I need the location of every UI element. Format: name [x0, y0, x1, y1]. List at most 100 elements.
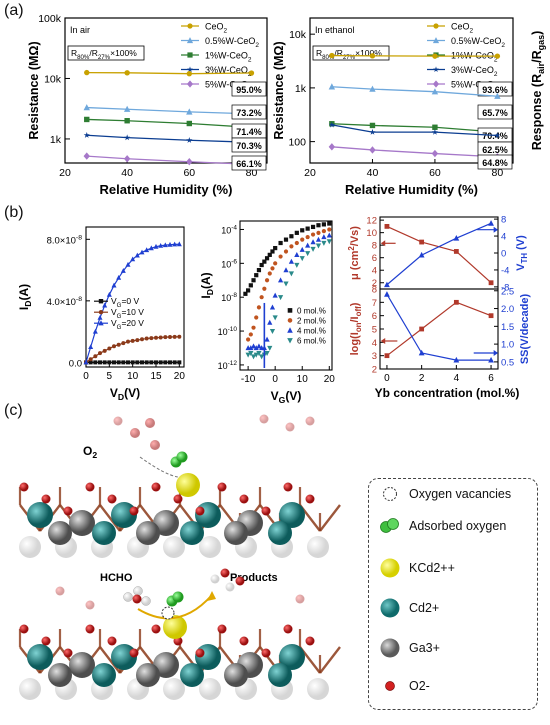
adsorbed-oxygen	[172, 591, 184, 603]
data-point	[273, 245, 278, 251]
cd-atom	[268, 663, 292, 687]
data-point	[168, 360, 172, 365]
legend-label: CeO2	[451, 22, 474, 35]
y-tick-label-right: 4	[501, 232, 506, 243]
series-line	[86, 71, 252, 75]
data-point	[256, 350, 262, 356]
hcho-atom	[133, 586, 143, 596]
data-point	[254, 273, 259, 278]
y-axis-label: Resistance (MΩ)	[272, 41, 286, 139]
y-tick-label: 1k	[50, 134, 62, 146]
data-point	[283, 237, 289, 242]
plot-frame	[85, 226, 185, 368]
data-point	[269, 328, 276, 334]
legend-label: 2 mol.%	[297, 316, 326, 325]
data-point-mu	[488, 280, 494, 286]
y-tick-label-left: 4	[372, 266, 377, 277]
legend-marker	[187, 66, 193, 72]
x-axis-label: Relative Humidity (%)	[345, 182, 478, 197]
legend-adsorbed-oxygen: Adsorbed oxygen	[379, 517, 506, 535]
data-point	[130, 360, 135, 365]
vacancy-icon	[383, 487, 397, 501]
data-point	[294, 230, 299, 235]
data-point	[299, 256, 305, 262]
y-tick-label-right: 2.0	[501, 304, 514, 315]
data-point-ss	[488, 356, 494, 363]
data-point	[186, 70, 193, 77]
data-point	[88, 344, 94, 349]
y-tick-label: 0.0	[69, 358, 82, 369]
y-axis-label: ID(A)	[17, 284, 33, 310]
gas-o-atom	[55, 586, 65, 596]
o-atom	[239, 494, 249, 504]
x-tick-label: 20	[324, 374, 336, 385]
ga-atom	[224, 663, 248, 687]
y-tick-label-left: 2	[372, 278, 377, 289]
ga-atom	[69, 510, 95, 536]
data-point	[176, 241, 182, 247]
legend-label: 3%W-CeO2	[205, 65, 252, 78]
reaction-arrow-head	[207, 591, 216, 601]
legend-label: 0.5%W-CeO2	[205, 36, 259, 49]
end-label: 65.7%	[482, 108, 508, 118]
data-point	[321, 240, 327, 246]
legend-marker	[432, 37, 440, 44]
y-axis-label-vth-text: VTH (V)	[515, 235, 529, 271]
data-point	[283, 267, 289, 273]
o-atom	[305, 494, 315, 504]
y-axis-label-onoff-text: log(Ion/Ioff)	[349, 302, 363, 355]
ga-atom	[48, 521, 72, 545]
data-point	[321, 222, 326, 227]
series-line-vth	[386, 222, 492, 286]
y-tick-label: 100k	[38, 13, 62, 25]
data-point	[102, 302, 108, 308]
cd-atom	[92, 663, 116, 687]
y-tick-label: 10-8	[221, 292, 237, 303]
data-point	[123, 105, 131, 112]
data-point	[316, 223, 321, 228]
scheme-legend: Oxygen vacancies Adsorbed oxygen KCd2++ …	[368, 478, 538, 710]
adsorbed-oxygen	[176, 451, 188, 463]
substrate-atom	[19, 678, 41, 700]
data-point	[328, 83, 336, 90]
y-tick-label-right: 1.0	[501, 340, 514, 351]
data-point	[153, 243, 159, 249]
o-atom	[217, 624, 227, 634]
data-point	[259, 295, 264, 300]
data-point	[310, 246, 316, 252]
series-line	[331, 123, 498, 133]
data-point	[148, 245, 154, 251]
data-point	[140, 360, 144, 365]
y-tick-label: 8.0×10-8	[47, 234, 83, 246]
data-point	[289, 234, 294, 239]
data-point	[250, 343, 257, 349]
k-atom	[176, 473, 200, 497]
legend-label: 3%W-CeO2	[451, 65, 498, 78]
y-tick-label-left: 5	[372, 325, 377, 336]
data-point	[83, 104, 90, 111]
ga-atom-icon	[380, 638, 400, 658]
x-tick-label: 10	[127, 371, 139, 382]
data-point	[305, 226, 310, 231]
data-point-ss	[453, 356, 460, 363]
data-point	[124, 70, 130, 76]
data-point	[264, 278, 270, 283]
y-tick-label-left: 7	[372, 298, 377, 309]
data-point	[321, 229, 326, 234]
legend-label: 0 mol.%	[297, 306, 326, 315]
data-point	[172, 241, 178, 247]
data-point	[98, 360, 102, 365]
o-atom	[107, 636, 117, 646]
legend-label: 0.5%W-CeO2	[451, 36, 505, 49]
data-point	[251, 325, 256, 330]
end-label: 66.1%	[236, 159, 262, 169]
data-point	[272, 292, 278, 298]
data-point	[186, 137, 193, 143]
y-axis-label-vth: VTH (V)	[515, 235, 529, 271]
data-point	[172, 334, 177, 339]
data-point	[326, 239, 332, 245]
adsorbed-oxygen-icon	[380, 518, 399, 533]
y-axis-label: Resistance (MΩ)	[27, 41, 41, 139]
plot-frame	[309, 17, 514, 164]
